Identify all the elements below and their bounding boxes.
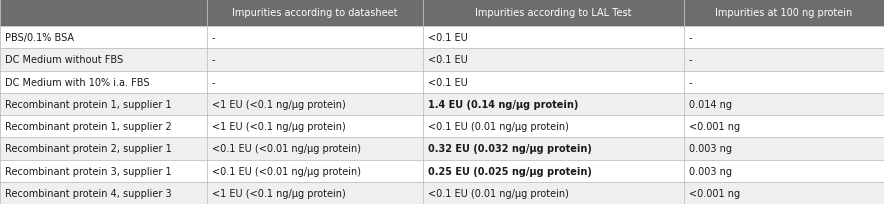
Bar <box>0 160 207 182</box>
Bar <box>684 0 884 27</box>
Bar <box>0 27 207 49</box>
Bar <box>0 182 207 204</box>
Text: Recombinant protein 1, supplier 2: Recombinant protein 1, supplier 2 <box>5 122 171 132</box>
Text: -: - <box>689 77 692 87</box>
Text: Impurities according to LAL Test: Impurities according to LAL Test <box>476 8 632 18</box>
Bar <box>423 160 684 182</box>
Text: 0.32 EU (0.032 ng/µg protein): 0.32 EU (0.032 ng/µg protein) <box>428 144 592 154</box>
Text: <1 EU (<0.1 ng/µg protein): <1 EU (<0.1 ng/µg protein) <box>212 99 346 109</box>
Text: Recombinant protein 2, supplier 1: Recombinant protein 2, supplier 1 <box>5 144 171 154</box>
Text: <0.001 ng: <0.001 ng <box>689 122 740 132</box>
Bar <box>0 115 207 137</box>
Bar <box>0 71 207 93</box>
Bar <box>684 93 884 115</box>
Text: 0.25 EU (0.025 ng/µg protein): 0.25 EU (0.025 ng/µg protein) <box>428 166 592 176</box>
Bar <box>0 137 207 160</box>
Bar <box>207 0 423 27</box>
Bar <box>207 182 423 204</box>
Bar <box>207 115 423 137</box>
Bar <box>0 49 207 71</box>
Text: -: - <box>689 33 692 43</box>
Bar <box>0 0 207 27</box>
Bar <box>207 71 423 93</box>
Text: <0.1 EU: <0.1 EU <box>428 55 468 65</box>
Text: DC Medium with 10% i.a. FBS: DC Medium with 10% i.a. FBS <box>5 77 149 87</box>
Text: -: - <box>212 55 216 65</box>
Bar <box>207 137 423 160</box>
Text: 0.003 ng: 0.003 ng <box>689 166 732 176</box>
Text: Recombinant protein 4, supplier 3: Recombinant protein 4, supplier 3 <box>5 188 171 198</box>
Bar <box>684 71 884 93</box>
Text: <1 EU (<0.1 ng/µg protein): <1 EU (<0.1 ng/µg protein) <box>212 122 346 132</box>
Bar <box>423 115 684 137</box>
Text: -: - <box>689 55 692 65</box>
Bar <box>684 115 884 137</box>
Bar <box>207 27 423 49</box>
Text: 1.4 EU (0.14 ng/µg protein): 1.4 EU (0.14 ng/µg protein) <box>428 99 578 109</box>
Text: Recombinant protein 1, supplier 1: Recombinant protein 1, supplier 1 <box>5 99 171 109</box>
Text: -: - <box>212 33 216 43</box>
Bar <box>207 49 423 71</box>
Text: 0.003 ng: 0.003 ng <box>689 144 732 154</box>
Text: <0.1 EU (0.01 ng/µg protein): <0.1 EU (0.01 ng/µg protein) <box>428 188 569 198</box>
Text: <0.1 EU: <0.1 EU <box>428 77 468 87</box>
Bar <box>684 137 884 160</box>
Text: 0.014 ng: 0.014 ng <box>689 99 732 109</box>
Text: PBS/0.1% BSA: PBS/0.1% BSA <box>5 33 74 43</box>
Text: <0.1 EU: <0.1 EU <box>428 33 468 43</box>
Text: <0.1 EU (<0.01 ng/µg protein): <0.1 EU (<0.01 ng/µg protein) <box>212 166 361 176</box>
Bar <box>684 160 884 182</box>
Bar <box>207 160 423 182</box>
Text: Impurities at 100 ng protein: Impurities at 100 ng protein <box>715 8 853 18</box>
Bar <box>423 182 684 204</box>
Bar <box>207 93 423 115</box>
Bar <box>423 93 684 115</box>
Bar <box>423 27 684 49</box>
Bar <box>684 49 884 71</box>
Text: Impurities according to datasheet: Impurities according to datasheet <box>232 8 398 18</box>
Text: -: - <box>212 77 216 87</box>
Bar <box>423 71 684 93</box>
Bar <box>0 93 207 115</box>
Text: <0.1 EU (0.01 ng/µg protein): <0.1 EU (0.01 ng/µg protein) <box>428 122 569 132</box>
Text: <0.001 ng: <0.001 ng <box>689 188 740 198</box>
Text: DC Medium without FBS: DC Medium without FBS <box>5 55 123 65</box>
Bar <box>684 182 884 204</box>
Bar <box>423 137 684 160</box>
Bar <box>423 0 684 27</box>
Text: <1 EU (<0.1 ng/µg protein): <1 EU (<0.1 ng/µg protein) <box>212 188 346 198</box>
Bar <box>684 27 884 49</box>
Text: Recombinant protein 3, supplier 1: Recombinant protein 3, supplier 1 <box>5 166 171 176</box>
Bar <box>423 49 684 71</box>
Text: <0.1 EU (<0.01 ng/µg protein): <0.1 EU (<0.01 ng/µg protein) <box>212 144 361 154</box>
